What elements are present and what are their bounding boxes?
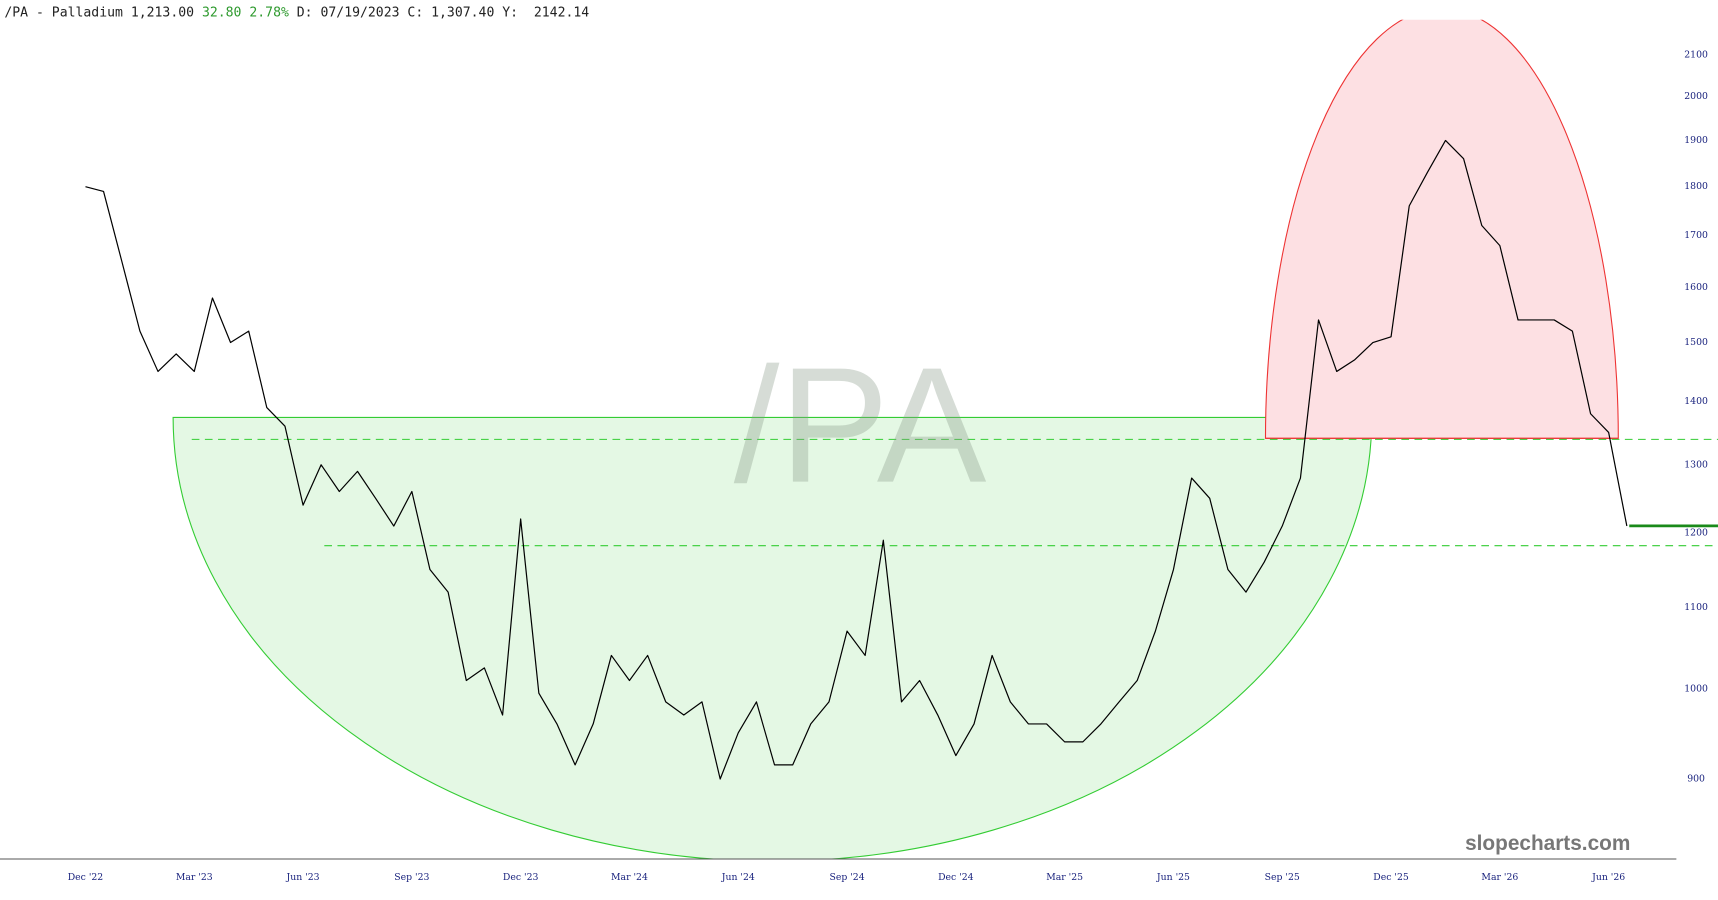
y-tick-label: 1500 bbox=[1684, 337, 1708, 348]
y-tick-label: 1700 bbox=[1684, 230, 1708, 241]
x-tick-label: Sep '25 bbox=[1265, 872, 1300, 883]
date: D: 07/19/2023 bbox=[297, 5, 400, 20]
price-line bbox=[85, 139, 1628, 780]
y-tick-label: 1900 bbox=[1684, 135, 1708, 146]
cursor-value: Y: 2142.14 bbox=[502, 5, 589, 20]
y-tick-label: 1300 bbox=[1684, 459, 1708, 470]
cup-shape bbox=[172, 416, 1373, 860]
y-tick-label: 1100 bbox=[1684, 602, 1708, 613]
x-tick-label: Jun '24 bbox=[721, 872, 755, 883]
y-tick-label: 1600 bbox=[1684, 282, 1708, 293]
watermark: /PA bbox=[734, 333, 987, 517]
x-tick-label: Jun '23 bbox=[286, 872, 320, 883]
annotations bbox=[172, 19, 1718, 860]
y-tick-label: 1000 bbox=[1684, 683, 1708, 694]
x-tick-label: Mar '23 bbox=[176, 872, 213, 883]
y-tick-label: 2000 bbox=[1684, 91, 1708, 102]
change: 32.80 bbox=[202, 5, 242, 20]
dome-shape bbox=[1264, 19, 1619, 439]
x-tick-label: Sep '23 bbox=[394, 872, 429, 883]
x-tick-label: Jun '25 bbox=[1156, 872, 1190, 883]
last-price: 1,213.00 bbox=[131, 5, 194, 20]
x-tick-label: Sep '24 bbox=[829, 872, 864, 883]
x-tick-label: Jun '26 bbox=[1591, 872, 1625, 883]
close: C: 1,307.40 bbox=[407, 5, 494, 20]
x-tick-label: Dec '25 bbox=[1373, 872, 1409, 883]
y-tick-label: 1200 bbox=[1684, 528, 1708, 539]
x-tick-label: Dec '24 bbox=[938, 872, 974, 883]
y-tick-label: 1800 bbox=[1684, 181, 1708, 192]
y-tick-label: 2100 bbox=[1684, 49, 1708, 60]
symbol: /PA - Palladium bbox=[4, 5, 123, 20]
x-tick-label: Dec '22 bbox=[68, 872, 104, 883]
x-tick-label: Mar '24 bbox=[611, 872, 648, 883]
x-tick-label: Mar '25 bbox=[1046, 872, 1083, 883]
header: /PA - Palladium 1,213.00 32.80 2.78% D: … bbox=[4, 5, 589, 20]
y-tick-label: 900 bbox=[1687, 774, 1705, 785]
x-tick-label: Mar '26 bbox=[1481, 872, 1518, 883]
y-tick-label: 1400 bbox=[1684, 396, 1708, 407]
x-tick-label: Dec '23 bbox=[503, 872, 539, 883]
change-pct: 2.78% bbox=[249, 5, 289, 20]
brand: slopecharts.com bbox=[1465, 832, 1630, 855]
